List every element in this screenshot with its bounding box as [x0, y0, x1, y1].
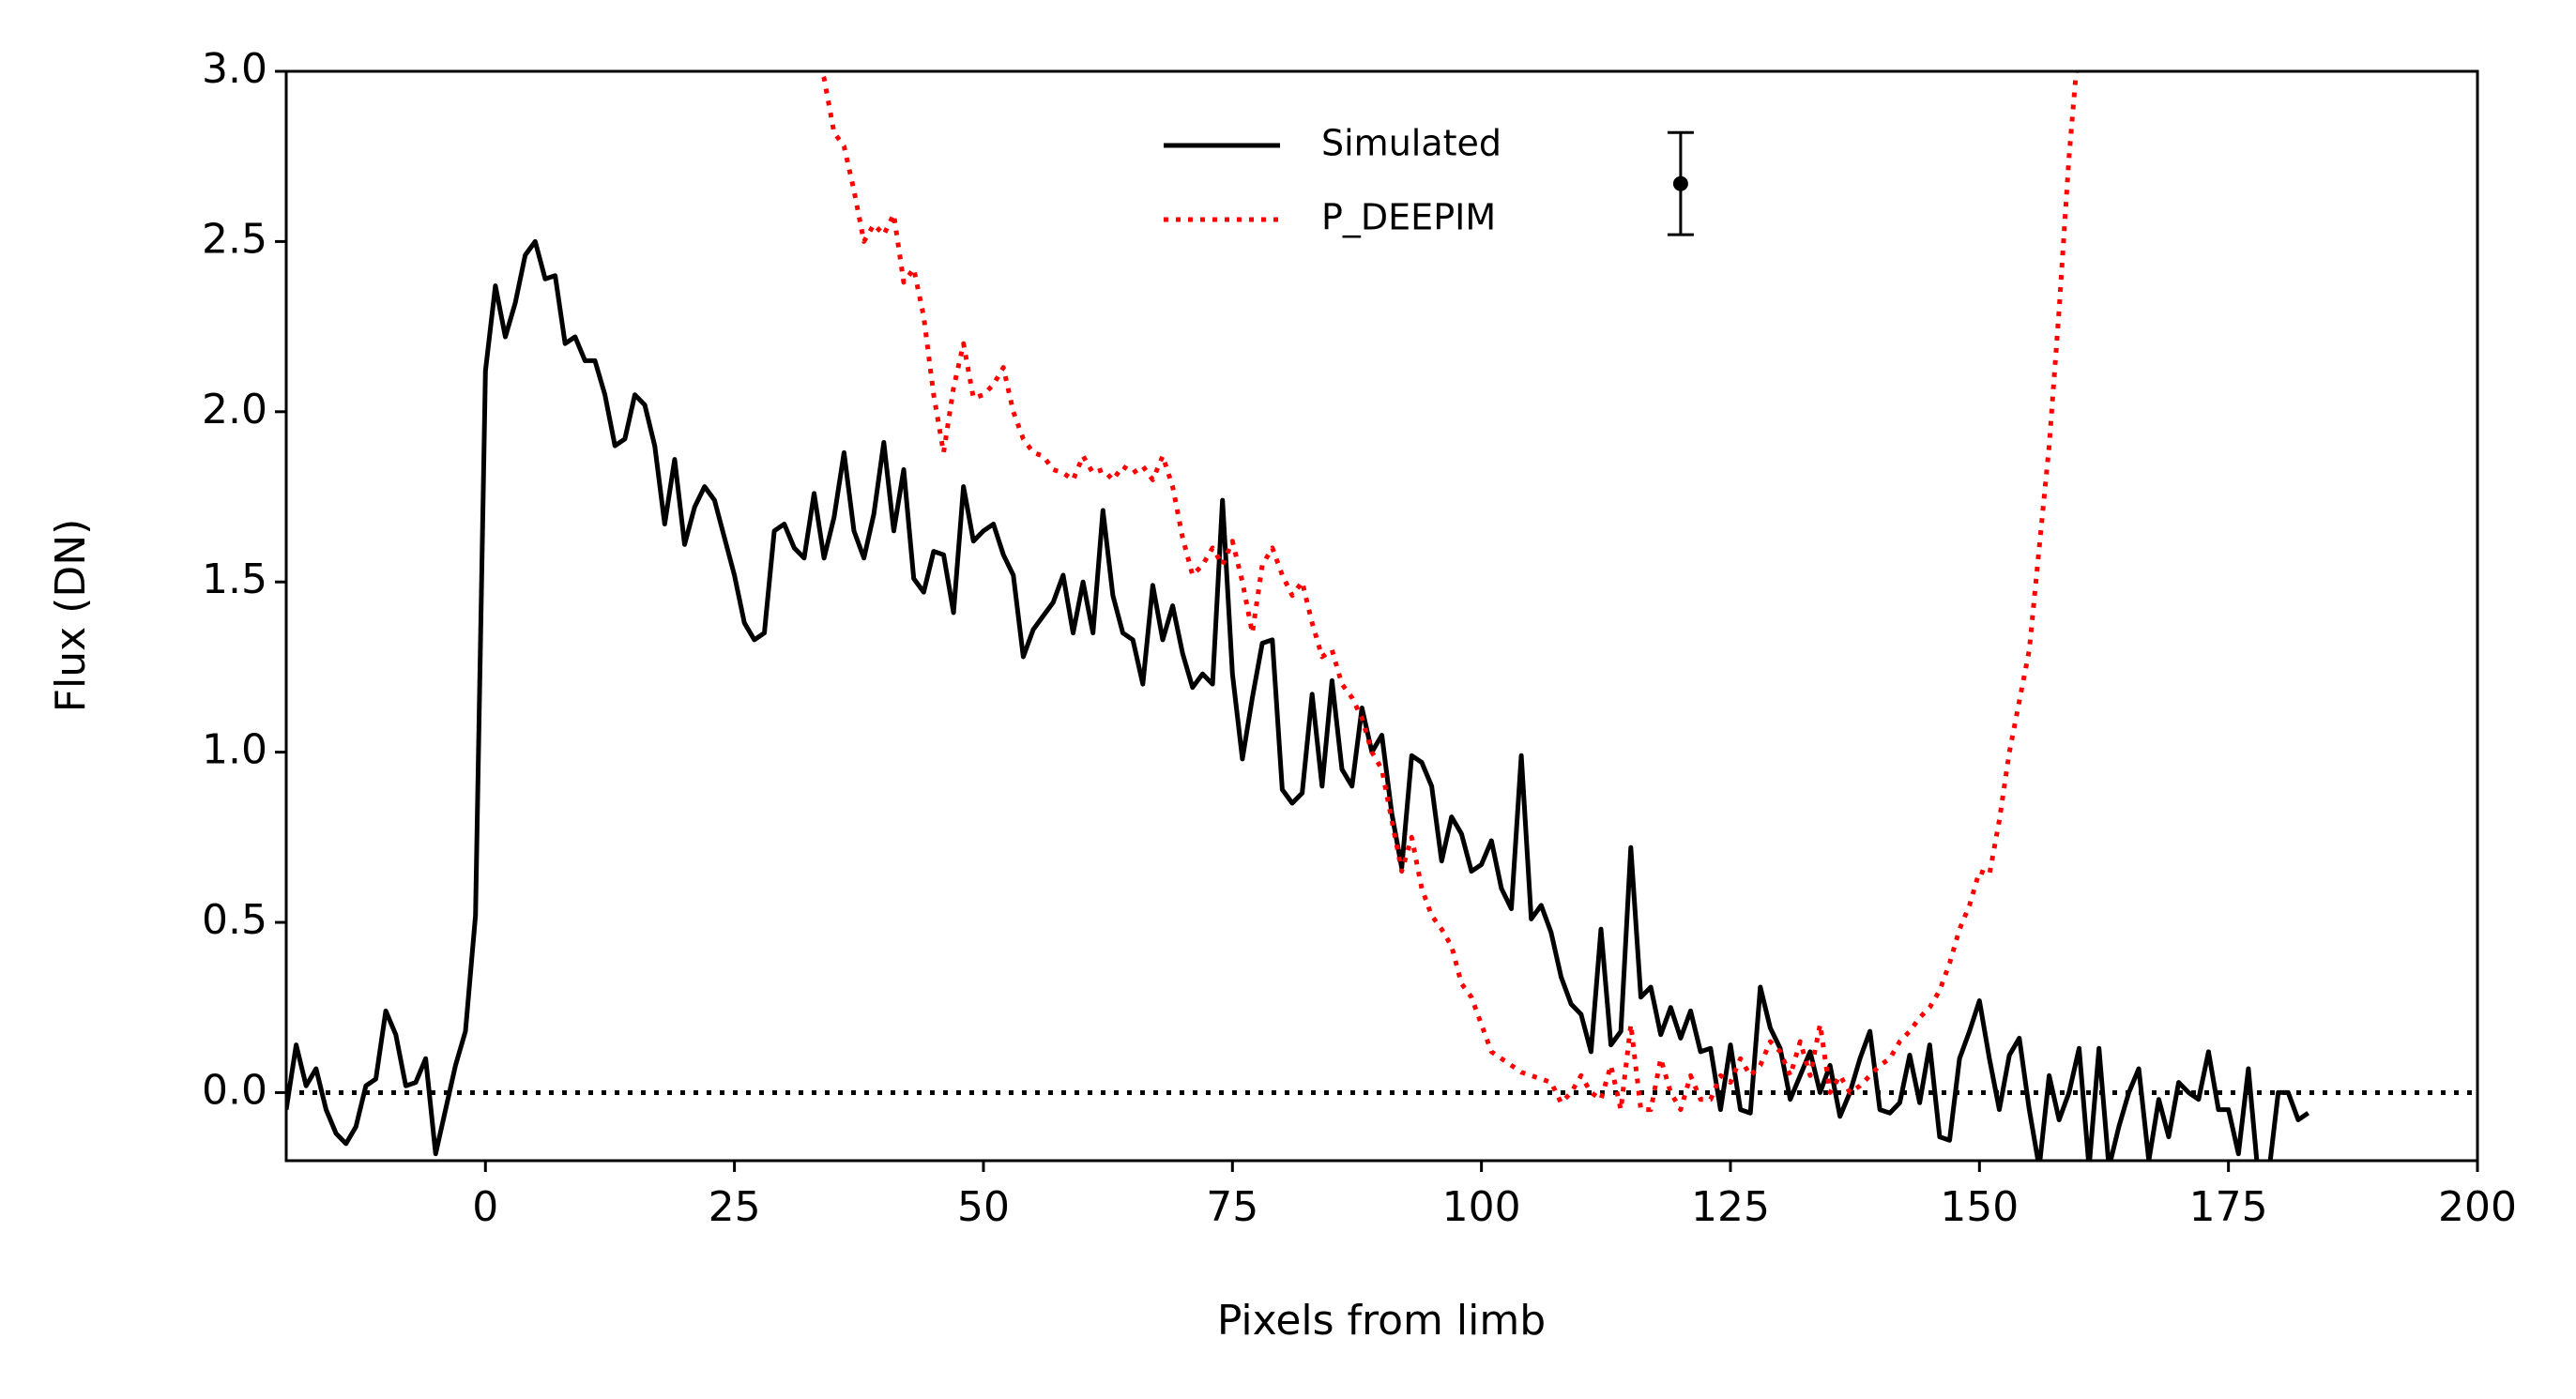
- y-tick-label: 1.5: [202, 555, 267, 603]
- y-axis-label: Flux (DN): [47, 519, 95, 713]
- x-axis-label: Pixels from limb: [1217, 1297, 1546, 1345]
- y-tick-label: 1.0: [202, 726, 267, 774]
- y-tick-label: 2.5: [202, 215, 267, 263]
- plot-area: [286, 71, 2477, 1161]
- x-tick-label: 175: [2189, 1183, 2268, 1231]
- y-tick-label: 0.5: [202, 896, 267, 944]
- error-point: [1672, 175, 1688, 191]
- y-tick-label: 2.0: [202, 386, 267, 433]
- x-tick-label: 200: [2438, 1183, 2517, 1231]
- y-tick-label: 0.0: [202, 1066, 267, 1114]
- axes-frame: [284, 69, 2479, 1163]
- x-tick-label: 125: [1691, 1183, 1770, 1231]
- series-line: [818, 71, 2079, 1113]
- legend-label: Simulated: [1321, 123, 1501, 164]
- x-tick-label: 150: [1940, 1183, 2019, 1231]
- y-tick-label: 3.0: [202, 45, 267, 93]
- series-line: [286, 238, 2310, 1161]
- x-tick-label: 0: [472, 1183, 498, 1231]
- x-tick-label: 50: [957, 1183, 1010, 1231]
- legend-label: P_DEEPIM: [1321, 197, 1496, 238]
- x-tick-label: 25: [709, 1183, 761, 1231]
- x-tick-label: 100: [1442, 1183, 1521, 1231]
- x-tick-label: 75: [1206, 1183, 1258, 1231]
